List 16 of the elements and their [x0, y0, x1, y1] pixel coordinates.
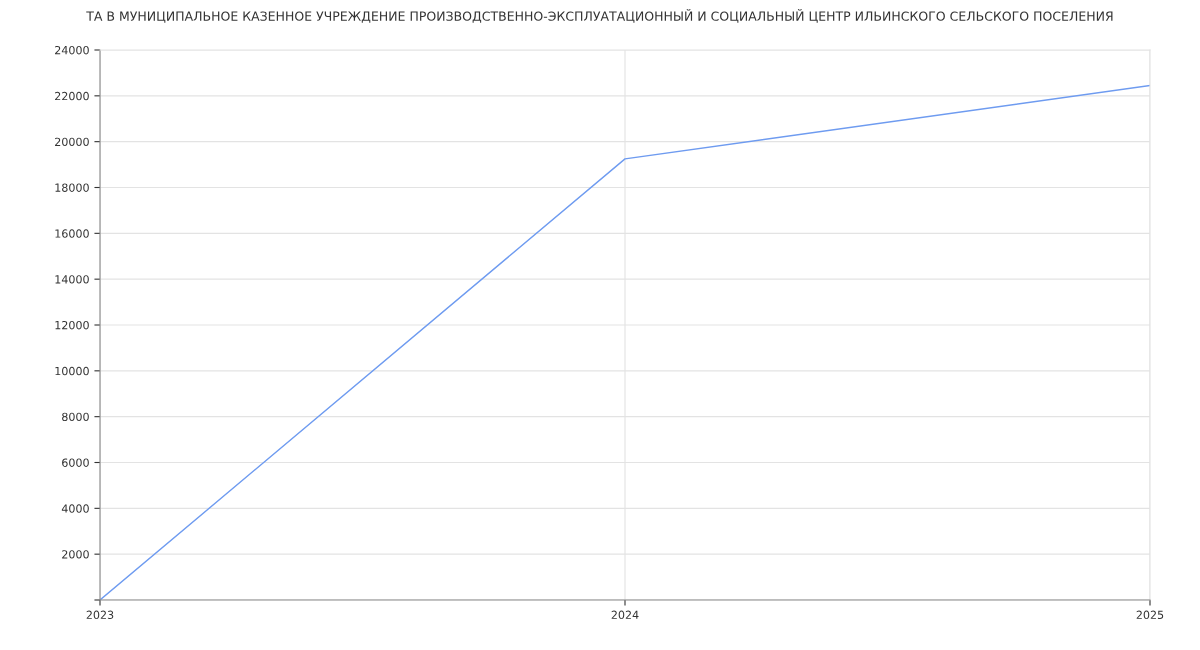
- y-tick-label: 22000: [55, 91, 89, 101]
- y-tick-label: 16000: [55, 229, 89, 238]
- x-tick-label: 2025: [1136, 610, 1164, 620]
- y-tick-label: 18000: [55, 183, 89, 192]
- chart-title: ТА В МУНИЦИПАЛЬНОЕ КАЗЕННОЕ УЧРЕЖДЕНИЕ ПРОИЗВОДСТВЕННО-ЭКСПЛУАТАЦИОННЫЙ И СОЦИАЛЬНЫЙ ЦЕНТР ИЛЬИНСКОГО СЕЛЬСКОГО ПОСЕЛЕНИЯ: [86, 9, 1113, 23]
- x-tick-label: 2023: [86, 610, 114, 620]
- x-tick-label: 2024: [611, 610, 639, 620]
- y-tick-label: 24000: [55, 45, 89, 55]
- y-tick-label: 6000: [62, 458, 89, 467]
- y-tick-label: 12000: [55, 320, 89, 330]
- y-tick-label: 10000: [55, 366, 89, 376]
- y-tick-label: 4000: [61, 504, 89, 513]
- y-tick-label: 20000: [55, 137, 89, 147]
- y-tick-label: 2000: [62, 550, 89, 559]
- y-tick-label: 14000: [55, 275, 89, 284]
- y-tick-label: 8000: [62, 412, 89, 422]
